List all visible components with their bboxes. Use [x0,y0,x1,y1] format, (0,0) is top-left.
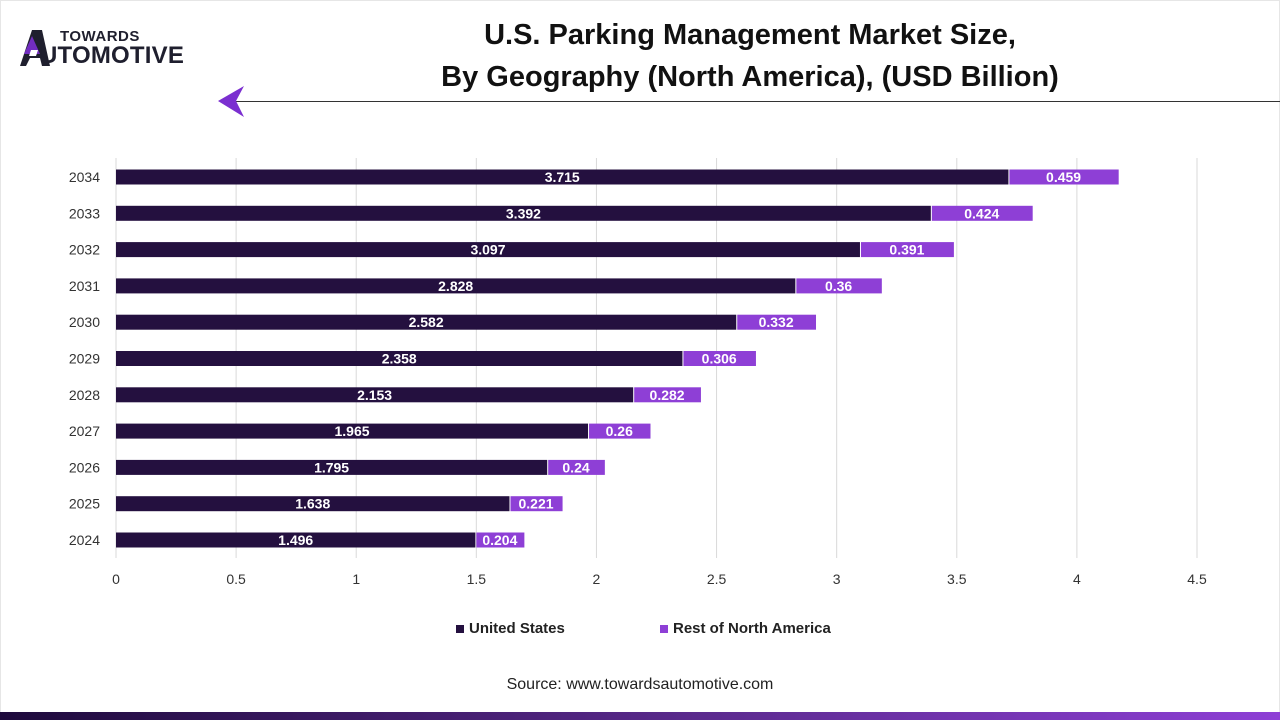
bar-rest-of-north-america [510,496,563,512]
category-label: 2025 [69,496,100,512]
source-note: Source: www.towardsautomotive.com [506,676,774,693]
arrow-left-icon [218,86,244,117]
bar-rest-of-north-america [737,314,817,330]
data-label-united-states: 2.828 [438,278,473,294]
bar-rest-of-north-america [1009,169,1119,185]
chart-legend: United States Rest of North America [0,620,1280,640]
data-label-rest-of-north-america: 0.36 [825,278,852,294]
chart-title-line-1: U.S. Parking Management Market Size, [484,19,1016,51]
legend-swatch-rest-of-north-america [660,624,668,633]
bar-chart: 3.715 0.459 3.392 0.424 3.097 0.391 2.828 0.36 2… [69,158,1207,587]
legend-label-rest-of-north-america: Rest of North America [673,620,831,637]
bar-united-states [116,242,860,258]
bar-united-states [116,387,634,403]
bar-rest-of-north-america [931,205,1033,221]
x-tick-label: 0.5 [226,571,246,587]
data-label-united-states: 3.097 [470,242,505,258]
bars: 3.715 0.459 3.392 0.424 3.097 0.391 2.828 0.36 2… [116,169,1119,548]
data-label-rest-of-north-america: 0.282 [650,387,685,403]
x-tick-label: 3 [833,571,841,587]
bar-united-states [116,314,737,330]
x-tick-label: 2.5 [707,571,727,587]
bar-rest-of-north-america [683,351,756,366]
bar-united-states [116,496,510,512]
bar-united-states [116,423,589,439]
bar-united-states [116,532,476,548]
category-label: 2026 [69,459,100,475]
x-tick-label: 1 [352,571,360,587]
bar-rest-of-north-america [860,242,954,258]
brand-logo: TOWARDS UTOMOTIVE [20,26,230,72]
legend-item-rest-of-north-america[interactable]: Rest of North America [660,620,831,637]
category-label: 2027 [69,423,100,439]
bar-united-states [116,205,931,221]
bar-rest-of-north-america [548,459,605,475]
category-label: 2024 [69,532,100,548]
legend-label-united-states: United States [469,620,565,637]
frame-top-border [0,0,1280,1]
category-label: 2033 [69,205,100,221]
bottom-accent-bar [0,712,1280,720]
header-divider [236,101,1280,102]
bar-united-states [116,459,548,475]
x-axis-tick-labels: 0 0.5 1 1.5 2 2.5 3 3.5 4 4.5 [112,571,1207,587]
legend-swatch-united-states [456,624,464,633]
legend-item-united-states[interactable]: United States [456,620,565,637]
chart-title-line-2: By Geography (North America), (USD Billi… [441,61,1059,93]
data-label-united-states: 3.715 [545,169,580,185]
data-label-united-states: 1.795 [314,459,349,475]
bar-rest-of-north-america [796,278,882,294]
chart-title: U.S. Parking Management Market Size, By … [340,14,1160,98]
x-tick-label: 4.5 [1187,571,1207,587]
data-label-rest-of-north-america: 0.391 [889,242,924,258]
category-label: 2034 [69,169,100,185]
data-label-rest-of-north-america: 0.26 [606,423,633,439]
data-label-rest-of-north-america: 0.24 [562,459,589,475]
category-label: 2030 [69,314,100,330]
x-tick-label: 2 [593,571,601,587]
data-label-united-states: 1.496 [278,532,313,548]
brand-name-top: TOWARDS [60,28,140,45]
data-label-rest-of-north-america: 0.306 [702,351,737,367]
bar-united-states [116,169,1009,185]
data-label-united-states: 2.358 [382,351,417,367]
data-label-united-states: 2.153 [357,387,392,403]
brand-logo-mark-icon [20,30,50,66]
category-label: 2032 [69,242,100,258]
data-label-rest-of-north-america: 0.221 [519,496,554,512]
data-label-rest-of-north-america: 0.459 [1046,169,1081,185]
category-label: 2031 [69,278,100,294]
bar-rest-of-north-america [589,423,651,439]
category-label: 2028 [69,387,100,403]
x-tick-label: 1.5 [467,571,487,587]
data-label-united-states: 2.582 [409,314,444,330]
data-label-rest-of-north-america: 0.204 [482,532,517,548]
bar-united-states [116,278,796,294]
bar-united-states [116,351,683,366]
category-labels: 2034 2033 2032 2031 2030 2029 2028 2027 2026 2025… [69,169,100,548]
data-label-united-states: 1.965 [334,423,369,439]
x-tick-label: 4 [1073,571,1081,587]
x-tick-label: 3.5 [947,571,967,587]
data-label-united-states: 3.392 [506,205,541,221]
frame-left-border [0,0,1,720]
data-label-united-states: 1.638 [295,496,330,512]
brand-name-main: UTOMOTIVE [40,42,185,69]
x-tick-label: 0 [112,571,120,587]
data-label-rest-of-north-america: 0.424 [964,205,999,221]
category-label: 2029 [69,351,100,367]
bar-rest-of-north-america [476,532,525,548]
bar-rest-of-north-america [634,387,701,403]
data-label-rest-of-north-america: 0.332 [759,314,794,330]
